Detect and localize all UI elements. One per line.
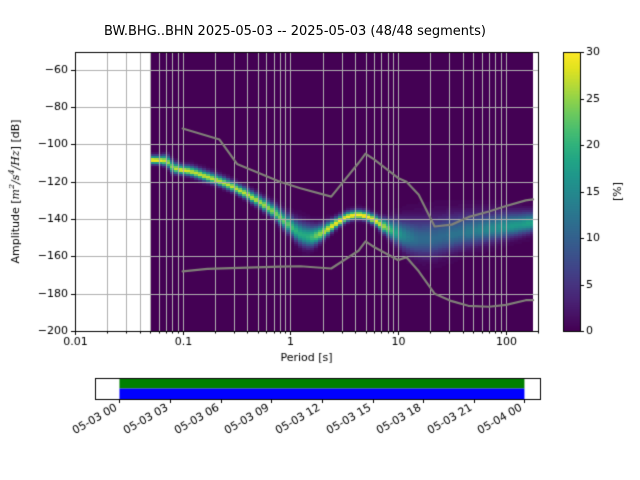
figure-title: BW.BHG..BHN 2025-05-03 -- 2025-05-03 (48… bbox=[104, 24, 486, 39]
